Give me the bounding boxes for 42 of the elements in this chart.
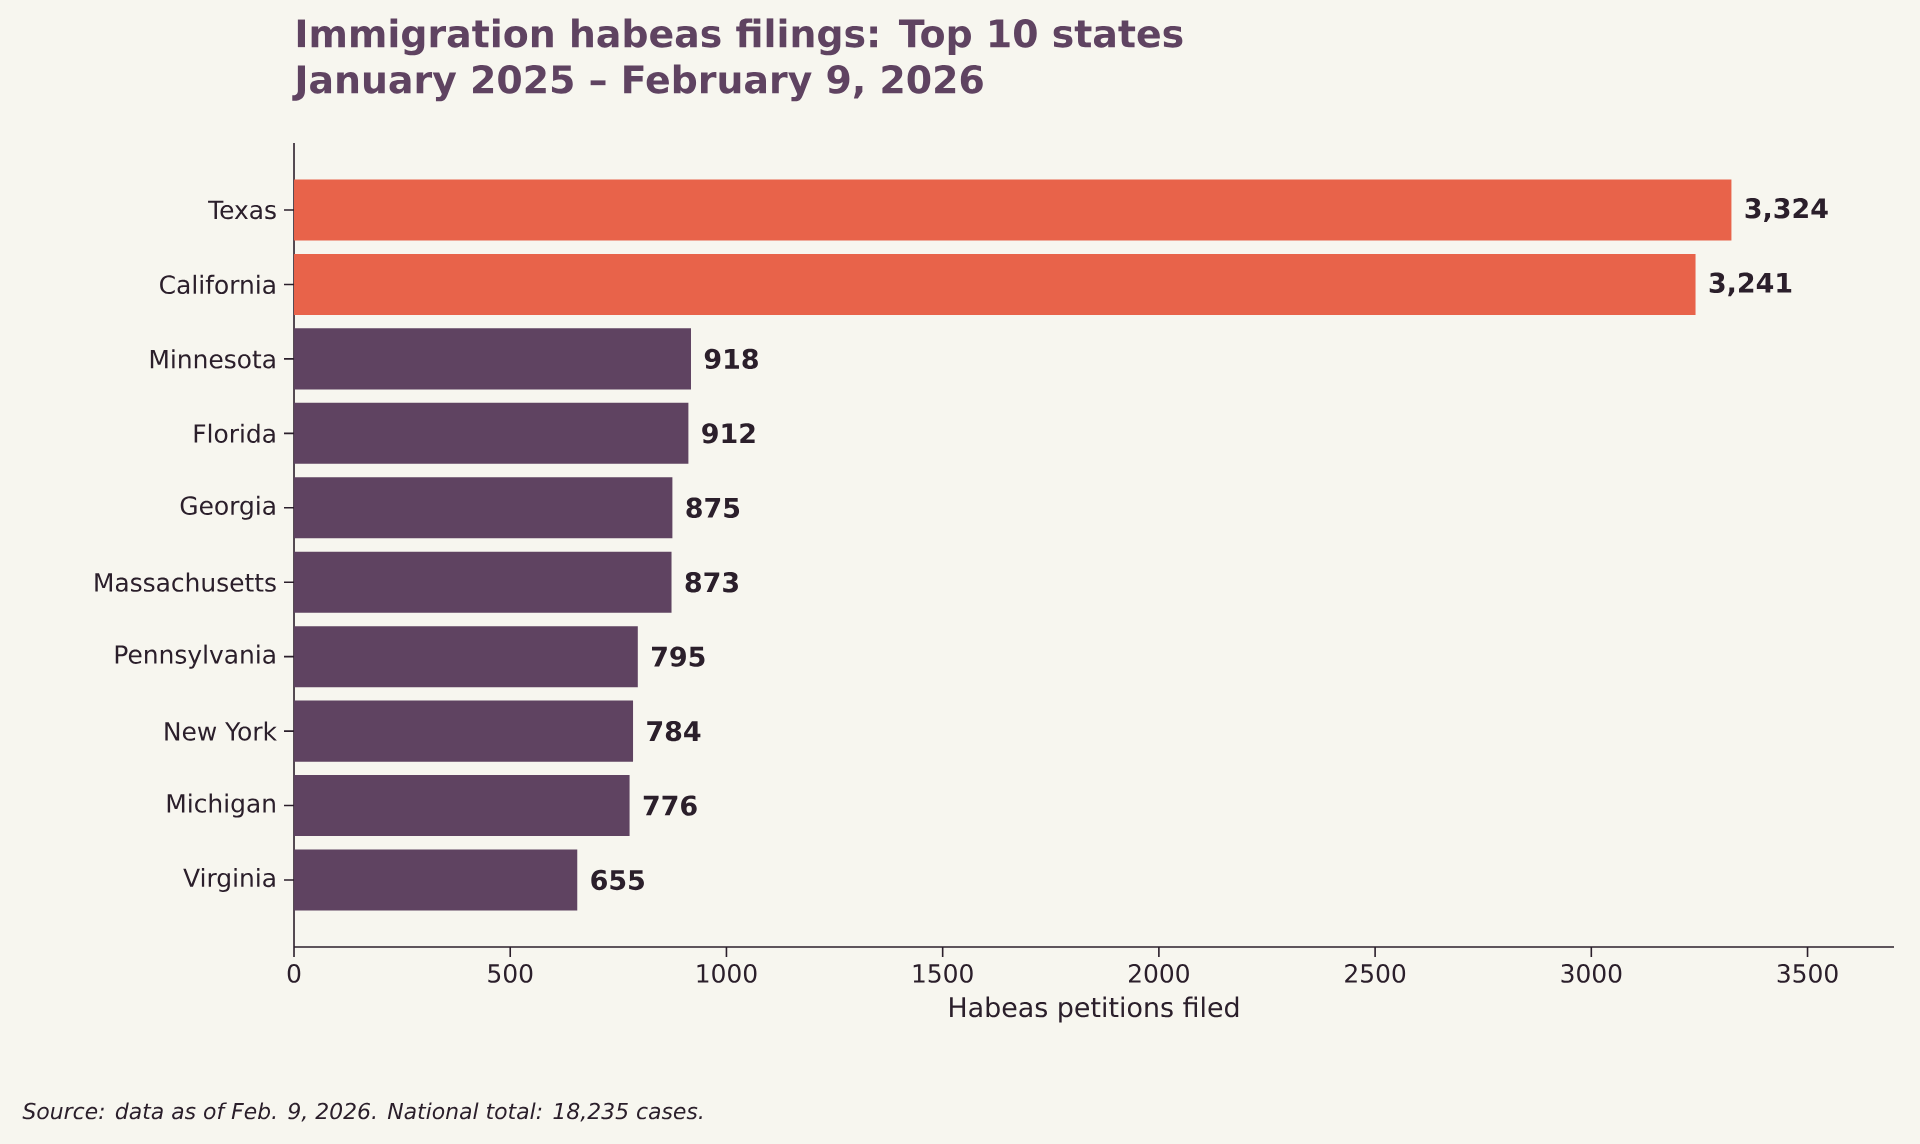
bar — [294, 551, 672, 613]
bar — [294, 626, 638, 688]
data-label: 912 — [702, 423, 755, 444]
data-label: 655 — [591, 869, 644, 891]
x-tick-label: 3000 — [1561, 964, 1622, 983]
y-tick-label: Massachusetts — [95, 572, 276, 592]
data-label: 3,324 — [1745, 198, 1828, 222]
data-label: 873 — [685, 572, 738, 593]
source-note: Source: data as of Feb. 9, 2026. National total: 18,235 cases. — [22, 1102, 702, 1122]
bar — [294, 253, 1696, 315]
bar — [294, 328, 691, 390]
bar — [294, 179, 1732, 241]
y-tick-label: Florida — [194, 423, 275, 443]
y-tick-label: Michigan — [167, 793, 275, 818]
y-tick-label: New York — [165, 721, 277, 741]
chart-subtitle: January 2025 – February 9, 2026 — [292, 64, 983, 102]
y-tick-label: Virginia — [183, 867, 275, 893]
x-tick-label: 2500 — [1345, 964, 1406, 983]
y-tick-label: Minnesota — [150, 349, 275, 369]
data-label: 918 — [704, 348, 758, 370]
x-tick-label: 3500 — [1777, 964, 1838, 983]
data-label: 784 — [647, 720, 701, 742]
data-label: 3,241 — [1709, 272, 1792, 297]
bar — [294, 402, 689, 464]
data-label: 795 — [652, 646, 705, 667]
bar — [294, 477, 673, 539]
y-tick-label: Pennsylvania — [115, 644, 275, 669]
bar — [294, 700, 634, 762]
bar — [294, 775, 630, 837]
y-tick-label: Georgia — [180, 495, 275, 520]
data-label: 875 — [686, 497, 740, 518]
x-tick-label: 2000 — [1129, 964, 1189, 983]
x-tick-label: 0 — [287, 964, 301, 983]
y-tick-label: California — [160, 274, 275, 295]
y-tick-label: Texas — [208, 200, 276, 220]
x-axis-title: Habeas petitions filed — [950, 996, 1239, 1023]
x-tick-label: 1000 — [697, 964, 757, 983]
x-tick-label: 500 — [488, 964, 533, 983]
chart-title: Immigration habeas filings: Top 10 states — [297, 18, 1183, 56]
x-tick-label: 1500 — [913, 964, 973, 983]
bar — [294, 849, 578, 911]
data-label: 776 — [643, 795, 697, 816]
